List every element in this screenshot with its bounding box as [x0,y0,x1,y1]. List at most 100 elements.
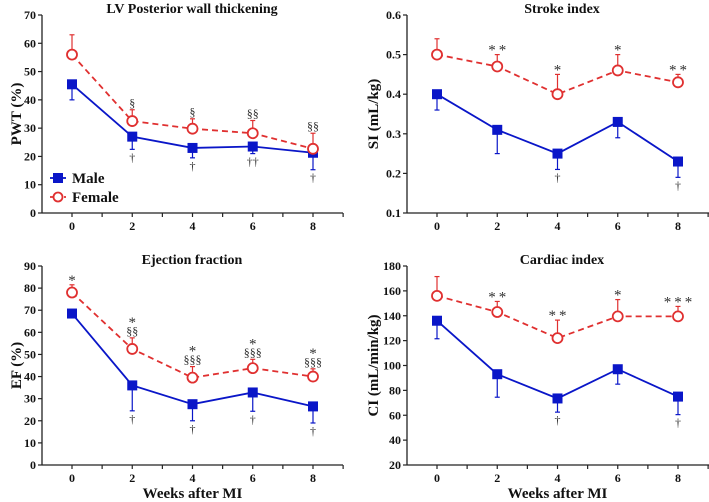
y-tick-label: 20 [24,149,36,163]
significance-section: §§ [247,107,259,121]
data-point-female [246,127,259,140]
y-tick-label: 30 [24,392,36,406]
y-tick-label: 0.3 [386,127,401,141]
panel-ci: Cardiac index 20 40 60 80 100 120 140 160 180 0 2 4 6… [366,253,709,502]
y-tick-label: 80 [389,383,401,397]
y-tick-label: 40 [24,370,36,384]
y-tick-label: 50 [24,65,36,79]
significance-marker: *§§§ [304,346,322,369]
significance-dagger: † [129,412,135,426]
significance-asterisk: * [189,344,197,360]
x-tick-label: 6 [615,219,621,233]
significance-asterisk: * [614,288,622,304]
data-point-female [126,343,139,355]
data-point-male [187,399,198,410]
significance-dagger: † [675,178,681,192]
y-tick-label: 30 [24,121,36,135]
y-tick-label: 10 [24,436,36,450]
legend: Male Female [50,171,119,206]
series-line [436,294,678,340]
data-point-female [611,64,624,77]
data-point-female [186,122,199,135]
panel-pwt: LV Posterior wall thickening010203040506… [9,2,344,233]
data-point-male [432,89,442,100]
series-female: **§§*§§§*§§§ *§§§ [66,273,322,384]
data-point-male [247,387,258,398]
significance-marker: *§§ [126,315,138,338]
significance-marker: * * [669,62,687,78]
significance-marker: §§ [307,119,319,133]
significance-dagger: † [555,170,561,184]
y-tick-label: 140 [383,309,401,323]
x-tick-label: 0 [69,471,75,485]
x-tick-label: 0 [434,219,440,233]
x-tick-label: 2 [129,471,135,485]
significance-marker: * * [488,289,506,305]
x-tick-label: 8 [310,471,316,485]
data-point-male [492,124,503,135]
y-tick-label: 50 [24,347,36,361]
y-tick-label: 70 [24,8,36,22]
significance-dagger: †† [247,155,259,169]
x-tick-label: 0 [434,471,440,485]
x-tick-label: 4 [190,219,196,233]
significance-dagger: † [190,159,196,173]
data-point-female [431,48,443,61]
legend-label: Female [72,190,119,206]
legend-label: Male [72,171,105,187]
legend-marker-square [53,173,63,183]
significance-marker: § [129,96,135,110]
x-tick-label: 4 [190,471,196,485]
y-tick-label: 120 [383,334,401,348]
x-axis-label: Weeks after MI [143,486,243,502]
data-point-female [431,289,443,302]
significance-marker: *§§§ [244,336,262,359]
y-tick-label: 0.5 [386,48,401,62]
series-line [436,53,679,96]
series-female: * * * * * * * * [431,275,692,345]
significance-dagger: † [250,412,256,426]
x-tick-label: 2 [494,219,500,233]
data-point-male [67,308,77,319]
x-tick-label: 4 [555,471,561,485]
significance-section: §§ [307,119,319,133]
significance-section: §§§ [304,355,322,369]
x-tick-label: 8 [675,219,681,233]
significance-marker: * * [548,308,566,324]
data-point-male [552,148,563,159]
y-axis-label: SI (mL/kg) [366,79,382,149]
y-tick-label: 60 [24,36,36,50]
significance-dagger: † [310,424,316,438]
y-tick-label: 20 [389,458,401,472]
x-tick-label: 6 [250,219,256,233]
x-tick-label: 4 [555,219,561,233]
significance-section: §§ [126,324,138,338]
significance-marker: §§ [247,107,259,121]
data-point-female [307,142,319,155]
x-tick-label: 8 [310,219,316,233]
significance-asterisk: * [249,336,257,352]
data-point-female [551,88,564,101]
y-tick-label: 0 [30,458,36,472]
y-tick-label: 180 [383,259,401,273]
y-tick-label: 160 [383,284,401,298]
data-point-male [673,391,683,402]
significance-dagger: † [675,416,681,430]
data-point-female [307,370,319,383]
x-axis-label: Weeks after MI [508,486,608,502]
significance-marker: * [68,273,76,289]
y-tick-label: 20 [24,414,36,428]
series-female: * * * * * * [431,38,687,101]
y-tick-label: 0 [30,206,36,220]
panel-title: Cardiac index [520,253,604,268]
significance-marker: * [614,288,622,304]
data-point-female [186,371,199,384]
data-point-female [246,362,259,375]
legend-marker-circle [52,191,64,203]
x-tick-label: 8 [675,471,681,485]
legend-item-male: Male [50,171,105,187]
y-tick-label: 60 [389,408,401,422]
significance-dagger: † [310,171,316,185]
series-female: §§ §§§§ [66,34,319,155]
